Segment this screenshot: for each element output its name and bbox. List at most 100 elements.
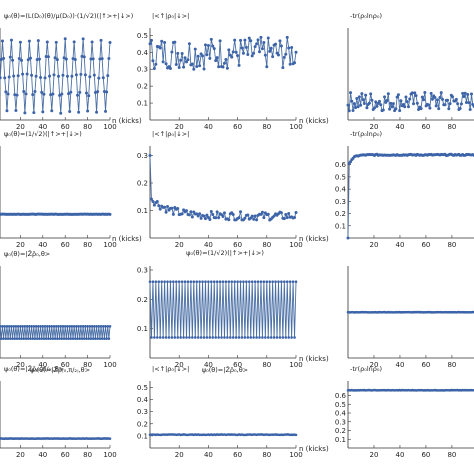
panel-title: |<↑|ρ₀|↓>|: [152, 130, 189, 138]
data-point: [263, 53, 267, 57]
x-tick-label: 20: [16, 123, 25, 131]
data-point: [2, 56, 6, 60]
data-point: [82, 55, 86, 59]
data-point: [37, 325, 40, 328]
y-tick-label: 0.5: [137, 32, 148, 40]
data-point: [61, 325, 65, 328]
data-point: [97, 325, 101, 328]
data-point: [186, 280, 190, 284]
data-point: [170, 50, 174, 54]
x-tick-label: 60: [61, 123, 70, 131]
data-point: [0, 39, 4, 43]
data-point: [234, 50, 238, 54]
data-point: [435, 98, 439, 102]
data-point: [83, 73, 87, 77]
x-tick-label: 20: [16, 241, 25, 249]
data-point: [205, 336, 209, 339]
y-tick-label: 0.4: [137, 49, 149, 57]
data-point: [277, 280, 280, 284]
data-point: [415, 101, 419, 105]
data-point: [154, 280, 158, 284]
data-point: [91, 337, 95, 340]
data-point: [166, 205, 170, 209]
panel-r0c2: -tr(ρ₀lnρ₀) 20 40 60 80: [346, 12, 474, 131]
data-point: [255, 336, 258, 339]
data-point: [422, 98, 426, 102]
x-tick-label: 80: [83, 123, 92, 131]
data-point: [404, 95, 408, 99]
data-point: [33, 337, 37, 340]
y-tick-label: 0.1: [137, 100, 148, 108]
y-tick-label: 0.4: [137, 396, 149, 404]
x-tick-label: 20: [175, 123, 184, 131]
data-point: [243, 38, 247, 42]
data-point: [44, 337, 48, 340]
data-point: [50, 325, 54, 328]
data-point: [99, 325, 103, 328]
data-point: [221, 280, 225, 284]
data-point: [189, 280, 193, 284]
x-tick-label: 40: [204, 241, 213, 249]
data-point: [106, 325, 110, 328]
x-tick-label: 40: [38, 361, 47, 369]
data-point: [271, 280, 274, 284]
data-point: [434, 104, 438, 108]
data-point: [388, 107, 392, 111]
y-tick-label: 0.2: [335, 210, 346, 218]
data-point: [283, 280, 286, 284]
y-tick-label: 0.1: [137, 325, 148, 333]
data-point: [12, 325, 15, 328]
data-point: [271, 55, 275, 59]
data-point: [161, 336, 165, 339]
data-point: [185, 60, 188, 64]
data-point: [71, 337, 75, 340]
y-tick-label: 0.1: [137, 207, 148, 215]
data-point: [0, 337, 3, 340]
x-tick-label: 40: [395, 451, 404, 459]
data-point: [44, 55, 48, 59]
data-point: [462, 95, 466, 99]
data-point: [385, 98, 389, 102]
data-point: [72, 325, 76, 328]
data-point: [272, 336, 276, 339]
data-point: [239, 280, 242, 284]
data-point: [55, 58, 59, 62]
data-point: [448, 102, 452, 106]
data-point: [469, 92, 473, 96]
x-tick-label: 20: [175, 241, 184, 249]
data-point: [5, 109, 9, 113]
x-tick-label: 100: [103, 123, 116, 131]
data-point: [23, 325, 27, 328]
data-point: [459, 102, 463, 106]
x-tick-label: 60: [233, 241, 242, 249]
data-point: [350, 99, 354, 103]
data-point: [86, 109, 90, 113]
panel-r1c1: |<↑|ρ₀|↓>| 20 40 60 80 100 0.1 0.2 0.3 n (kicks): [137, 130, 329, 249]
data-point: [294, 50, 298, 54]
data-point: [386, 92, 390, 96]
data-point: [199, 336, 203, 339]
data-point: [84, 91, 88, 95]
data-point: [173, 336, 177, 339]
data-point: [258, 50, 261, 54]
series-line: [149, 281, 297, 338]
data-point: [5, 325, 9, 328]
data-point: [164, 336, 168, 339]
data-point: [239, 38, 243, 42]
data-point: [15, 93, 19, 97]
data-point: [27, 39, 31, 43]
data-point: [284, 336, 288, 339]
data-point: [48, 74, 52, 78]
data-point: [170, 336, 174, 339]
data-point: [274, 42, 278, 46]
data-point: [364, 93, 368, 97]
data-point: [168, 67, 172, 71]
data-point: [0, 92, 1, 95]
data-point: [391, 102, 395, 106]
data-point: [95, 110, 99, 114]
data-point: [237, 63, 241, 67]
data-point: [390, 105, 394, 109]
x-tick-label: 40: [395, 123, 404, 131]
data-point: [35, 337, 39, 340]
data-point: [349, 91, 353, 95]
